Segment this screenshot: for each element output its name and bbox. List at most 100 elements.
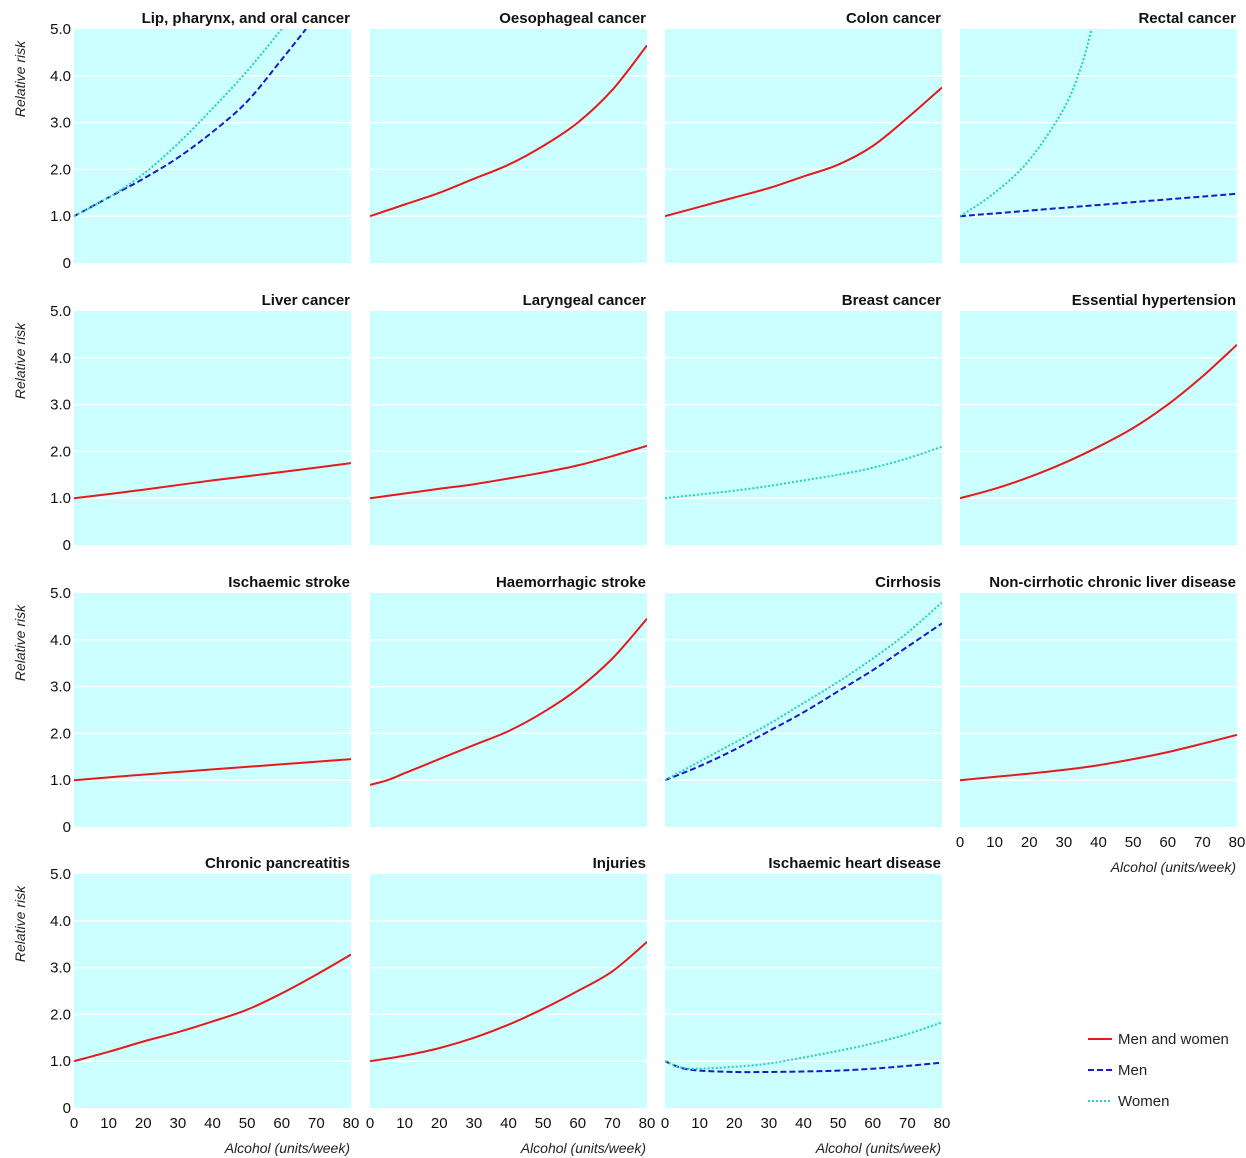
y-tick-label: 1.0 — [50, 490, 71, 507]
panel-title: Laryngeal cancer — [523, 292, 647, 309]
series-line-women — [665, 1021, 942, 1070]
panel-background — [665, 874, 942, 1108]
y-tick-label: 5.0 — [50, 21, 71, 38]
panel-title: Haemorrhagic stroke — [496, 574, 646, 591]
series-group — [665, 1021, 942, 1074]
x-axis-label: Alcohol (units/week) — [815, 1140, 941, 1156]
series-line-men — [665, 1060, 942, 1074]
panel-title: Oesophageal cancer — [499, 10, 646, 27]
y-tick-label: 0 — [63, 537, 71, 554]
series-group — [74, 462, 351, 500]
panel-title: Colon cancer — [846, 10, 941, 27]
legend-label: Women — [1118, 1093, 1169, 1110]
panel-title: Non-cirrhotic chronic liver disease — [989, 574, 1236, 591]
panel-title: Lip, pharynx, and oral cancer — [142, 10, 351, 27]
y-tick-label: 2.0 — [50, 1006, 71, 1023]
x-tick-label: 40 — [1090, 834, 1107, 851]
x-tick-label: 30 — [170, 1115, 187, 1132]
y-tick-label: 2.0 — [50, 161, 71, 178]
series-group — [665, 445, 942, 500]
panel-laryngeal-cancer: Laryngeal cancer — [370, 292, 647, 545]
legend: Men and women Men Women — [1088, 1031, 1229, 1110]
x-tick-label: 10 — [396, 1115, 413, 1132]
legend-label: Men — [1118, 1062, 1147, 1079]
x-tick-label: 50 — [1125, 834, 1142, 851]
x-tick-label: 0 — [70, 1115, 78, 1132]
panel-title: Cirrhosis — [875, 574, 941, 591]
y-tick-label: 4.0 — [50, 632, 71, 649]
series-group — [960, 733, 1237, 782]
y-tick-label: 4.0 — [50, 68, 71, 85]
panel-background — [665, 311, 942, 545]
series-group — [665, 86, 942, 218]
x-tick-label: 60 — [273, 1115, 290, 1132]
x-tick-label: 40 — [204, 1115, 221, 1132]
legend-label: Men and women — [1118, 1031, 1229, 1048]
x-axis-label: Alcohol (units/week) — [1110, 859, 1236, 875]
y-tick-label: 1.0 — [50, 1053, 71, 1070]
y-axis-label: Relative risk — [12, 40, 28, 117]
x-tick-label: 40 — [500, 1115, 517, 1132]
x-tick-label: 30 — [466, 1115, 483, 1132]
series-line-women — [665, 445, 942, 500]
panel-background — [665, 593, 942, 827]
x-tick-label: 70 — [899, 1115, 916, 1132]
x-tick-label: 60 — [569, 1115, 586, 1132]
y-tick-label: 3.0 — [50, 960, 71, 977]
y-tick-label: 0 — [63, 1100, 71, 1117]
x-tick-label: 80 — [639, 1115, 656, 1132]
panel-liver-cancer: Liver cancer 0 1.0 2.0 3.0 4.0 5.0 Relative ris… — [12, 292, 351, 554]
panel-title: Ischaemic stroke — [228, 574, 350, 591]
panel-colon-cancer: Colon cancer — [665, 10, 942, 263]
panel-background — [74, 874, 351, 1108]
y-tick-label: 5.0 — [50, 585, 71, 602]
y-tick-label: 5.0 — [50, 866, 71, 883]
x-tick-label: 40 — [795, 1115, 812, 1132]
series-line-men-and-women — [370, 44, 647, 218]
x-tick-label: 50 — [830, 1115, 847, 1132]
series-line-men-and-women — [74, 462, 351, 500]
series-group — [960, 343, 1237, 500]
panel-ischaemic-heart-disease: Ischaemic heart disease 0 10 20 30 40 50 60 70 80… — [661, 855, 951, 1156]
series-line-men-and-women — [370, 618, 647, 786]
x-tick-label: 30 — [761, 1115, 778, 1132]
panel-background — [370, 29, 647, 263]
panel-breast-cancer: Breast cancer — [665, 292, 942, 545]
x-tick-label: 20 — [431, 1115, 448, 1132]
series-group — [960, 29, 1237, 218]
y-tick-label: 2.0 — [50, 443, 71, 460]
x-tick-label: 10 — [986, 834, 1003, 851]
x-tick-label: 10 — [691, 1115, 708, 1132]
series-group — [74, 758, 351, 782]
y-tick-label: 0 — [63, 255, 71, 272]
y-axis-label: Relative risk — [12, 885, 28, 962]
series-line-men-and-women — [960, 343, 1237, 500]
series-line-men-and-women — [74, 758, 351, 782]
panel-title: Ischaemic heart disease — [768, 855, 941, 872]
panel-cirrhosis: Cirrhosis — [665, 574, 942, 827]
x-tick-label: 20 — [135, 1115, 152, 1132]
panel-ischaemic-stroke: Ischaemic stroke 0 1.0 2.0 3.0 4.0 5.0 Relative… — [12, 574, 351, 836]
panel-background — [960, 311, 1237, 545]
x-tick-label: 0 — [661, 1115, 669, 1132]
x-tick-label: 80 — [934, 1115, 951, 1132]
x-axis-label: Alcohol (units/week) — [224, 1140, 350, 1156]
y-tick-label: 1.0 — [50, 208, 71, 225]
y-tick-label: 4.0 — [50, 913, 71, 930]
panel-title: Liver cancer — [262, 292, 351, 309]
series-group — [665, 601, 942, 782]
panel-non-cirrhotic-chronic-liver-disease: Non-cirrhotic chronic liver disease 0 10 20… — [956, 574, 1246, 875]
series-group — [370, 44, 647, 218]
panel-essential-hypertension: Essential hypertension — [960, 292, 1237, 545]
x-tick-label: 10 — [100, 1115, 117, 1132]
panel-rectal-cancer: Rectal cancer — [960, 10, 1237, 263]
x-axis-label: Alcohol (units/week) — [520, 1140, 646, 1156]
panel-background — [370, 874, 647, 1108]
x-tick-label: 20 — [1021, 834, 1038, 851]
x-tick-label: 60 — [864, 1115, 881, 1132]
series-group — [74, 953, 351, 1063]
x-tick-label: 50 — [535, 1115, 552, 1132]
x-tick-label: 80 — [1229, 834, 1246, 851]
panel-title: Chronic pancreatitis — [205, 855, 350, 872]
